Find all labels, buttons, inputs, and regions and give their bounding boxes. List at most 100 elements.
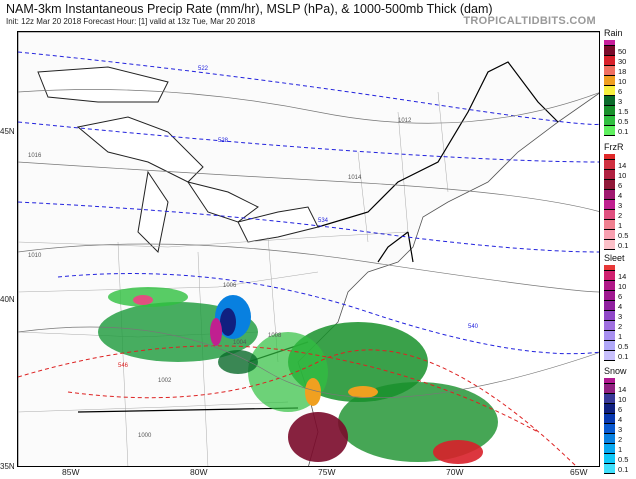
legend-swatch xyxy=(604,200,615,210)
contour-labels: 1016 1014 1012 1010 1008 1006 1004 1002 … xyxy=(28,66,479,439)
legend-label: 1 xyxy=(618,220,623,230)
legend-swatch xyxy=(604,341,615,351)
legend-entry: 3 xyxy=(604,311,636,321)
legend-swatch xyxy=(604,46,615,56)
legend-swatch xyxy=(604,106,615,116)
legend-swatch xyxy=(604,56,615,66)
legend-swatch xyxy=(604,291,615,301)
legend-label: 10 xyxy=(618,76,627,86)
legend-swatch xyxy=(604,160,615,170)
map-subtitle: Init: 12z Mar 20 2018 Forecast Hour: [1]… xyxy=(6,17,256,26)
legend-entry: 1 xyxy=(604,444,636,454)
lon-label: 65W xyxy=(570,467,588,477)
legend-entry: 0.5 xyxy=(604,230,636,240)
legend-entry: 4 xyxy=(604,301,636,311)
legend-entry: 6 xyxy=(604,86,636,96)
legend-entry: 6 xyxy=(604,404,636,414)
legend-entry: 3 xyxy=(604,96,636,106)
legend-swatch xyxy=(604,434,615,444)
legend-swatch xyxy=(604,240,615,250)
legend-label: 3 xyxy=(618,96,623,106)
legend-swatch xyxy=(604,351,615,361)
legend-label: 0.1 xyxy=(618,351,629,361)
legend-swatch xyxy=(604,126,615,136)
legend-swatch xyxy=(604,154,615,160)
legend-entry: 1 xyxy=(604,220,636,230)
legend-swatch xyxy=(604,96,615,106)
legend-entry: 0.5 xyxy=(604,116,636,126)
legend-swatch xyxy=(604,180,615,190)
isobar-label: 1002 xyxy=(158,378,172,384)
legend-entry: 2 xyxy=(604,434,636,444)
isobar-label: 1012 xyxy=(398,118,412,124)
legend-entry: 0.1 xyxy=(604,351,636,361)
map-title: NAM-3km Instantaneous Precip Rate (mm/hr… xyxy=(6,2,493,16)
isobar-label: 1014 xyxy=(348,175,362,181)
legend-entry: 10 xyxy=(604,394,636,404)
legend-entry: 10 xyxy=(604,76,636,86)
weather-map: 1016 1014 1012 1010 1008 1006 1004 1002 … xyxy=(17,31,600,467)
legend-label: 0.1 xyxy=(618,126,629,136)
legend-label: 10 xyxy=(618,170,627,180)
legend-entry: 1 xyxy=(604,331,636,341)
legend-label: 0.5 xyxy=(618,454,629,464)
legend-label: 0.5 xyxy=(618,341,629,351)
thickness-label: 522 xyxy=(198,66,209,72)
thickness-contours xyxy=(18,51,599,466)
legend-entry: 3 xyxy=(604,200,636,210)
legend-sleet: Sleet 14 10 6 4 3 2 1 0.5 0.1 xyxy=(604,253,636,361)
thickness-label: 546 xyxy=(118,363,129,369)
legend-entry: 14 xyxy=(604,160,636,170)
legend-swatch xyxy=(604,464,615,474)
legend-entry: 18 xyxy=(604,66,636,76)
legend-rain: Rain 50 30 18 10 6 3 1.5 0.5 0.1 xyxy=(604,28,636,136)
legend-label: 1.5 xyxy=(618,106,629,116)
legend-entry: 14 xyxy=(604,384,636,394)
legend-entry: 4 xyxy=(604,414,636,424)
legend-entry: 0.1 xyxy=(604,464,636,474)
legend-entry: 0.1 xyxy=(604,240,636,250)
isobar-label: 1016 xyxy=(28,153,42,159)
legend-label: 3 xyxy=(618,200,623,210)
thickness-label: 540 xyxy=(468,324,479,330)
legend-label: 2 xyxy=(618,210,623,220)
legend-swatch xyxy=(604,190,615,200)
legend-label: 4 xyxy=(618,301,623,311)
legend-swatch xyxy=(604,170,615,180)
legend-label: 2 xyxy=(618,321,623,331)
legend-swatch xyxy=(604,281,615,291)
legend-swatch xyxy=(604,265,615,271)
legend-label: 0.5 xyxy=(618,230,629,240)
legend-entry: 0.1 xyxy=(604,126,636,136)
legend-entry: 4 xyxy=(604,190,636,200)
legend-swatch xyxy=(604,404,615,414)
legend-label: 14 xyxy=(618,384,627,394)
legend-title: FrzR xyxy=(604,142,624,152)
isobar-label: 1000 xyxy=(138,433,152,439)
legend-swatch xyxy=(604,76,615,86)
legend-swatch xyxy=(604,86,615,96)
legend-entry: 14 xyxy=(604,271,636,281)
isobar-label: 1010 xyxy=(28,253,42,259)
legend-label: 14 xyxy=(618,271,627,281)
legend-title: Rain xyxy=(604,28,623,38)
legend-label: 6 xyxy=(618,404,623,414)
legend-entry: 50 xyxy=(604,46,636,56)
legend-entry: 10 xyxy=(604,170,636,180)
legend-label: 3 xyxy=(618,424,623,434)
lon-label: 70W xyxy=(446,467,464,477)
legend-label: 3 xyxy=(618,311,623,321)
legend-label: 2 xyxy=(618,434,623,444)
legend-entry: 10 xyxy=(604,281,636,291)
legend-swatch xyxy=(604,311,615,321)
legend-label: 0.1 xyxy=(618,464,629,474)
thickness-label: 534 xyxy=(318,218,329,224)
great-lakes xyxy=(37,66,319,254)
legend-label: 4 xyxy=(618,414,623,424)
isobars xyxy=(18,89,599,399)
brand-watermark: TROPICALTIDBITS.COM xyxy=(463,15,596,27)
lon-label: 75W xyxy=(318,467,336,477)
lon-label: 80W xyxy=(190,467,208,477)
legend-swatch xyxy=(604,66,615,76)
isobar-label: 1006 xyxy=(223,283,237,289)
